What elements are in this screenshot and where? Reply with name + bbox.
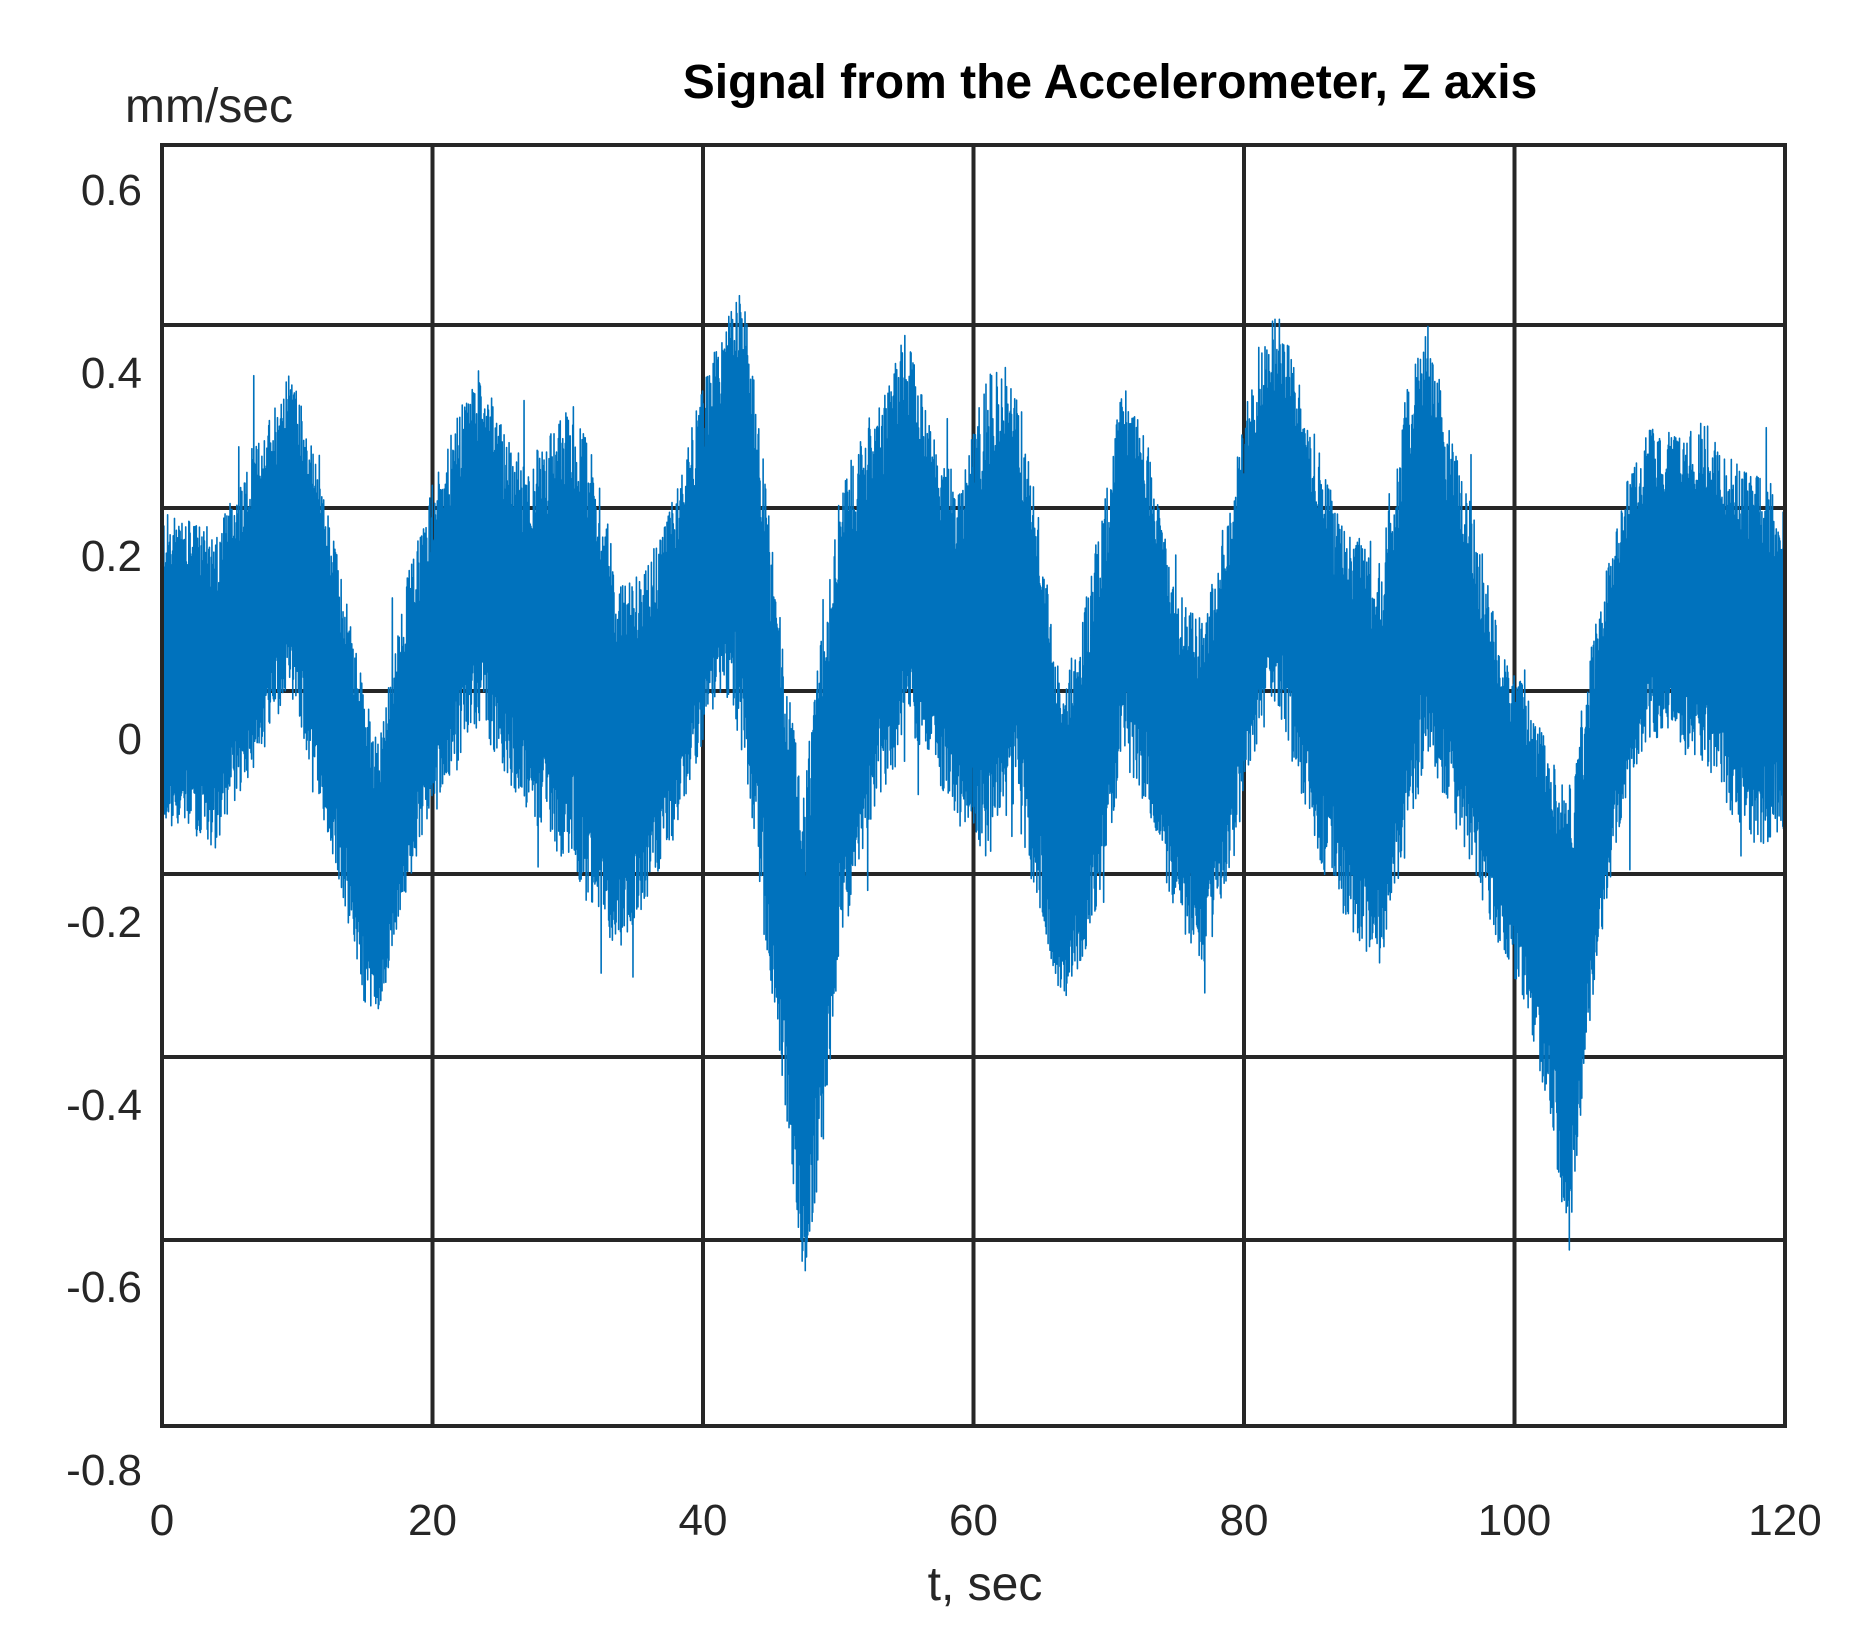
x-tick-labels: 0 20 40 60 80 100 120: [150, 1496, 1822, 1545]
y-tick-label: 0.2: [81, 532, 142, 581]
signal-series: [161, 294, 1786, 1272]
y-tick-label: -0.6: [66, 1263, 142, 1312]
y-tick-label: 0.6: [81, 166, 142, 215]
x-axis-label: t, sec: [928, 1558, 1043, 1611]
y-tick-label: 0: [118, 715, 142, 764]
y-tick-label: 0.4: [81, 349, 142, 398]
y-tick-labels: 0.6 0.4 0.2 0 -0.2 -0.4 -0.6 -0.8: [66, 166, 142, 1495]
x-tick-label: 0: [150, 1496, 174, 1545]
x-tick-label: 120: [1748, 1496, 1821, 1545]
x-tick-label: 60: [949, 1496, 998, 1545]
y-tick-label: -0.2: [66, 898, 142, 947]
x-tick-label: 80: [1220, 1496, 1269, 1545]
signal-line: [161, 294, 1786, 1272]
chart-title: Signal from the Accelerometer, Z axis: [683, 56, 1538, 109]
x-tick-label: 20: [408, 1496, 457, 1545]
x-tick-label: 40: [679, 1496, 728, 1545]
y-tick-label: -0.4: [66, 1081, 142, 1130]
y-axis-label: mm/sec: [125, 80, 293, 133]
plot-frame: [160, 143, 1787, 1428]
y-tick-label: -0.8: [66, 1446, 142, 1495]
x-tick-label: 100: [1478, 1496, 1551, 1545]
